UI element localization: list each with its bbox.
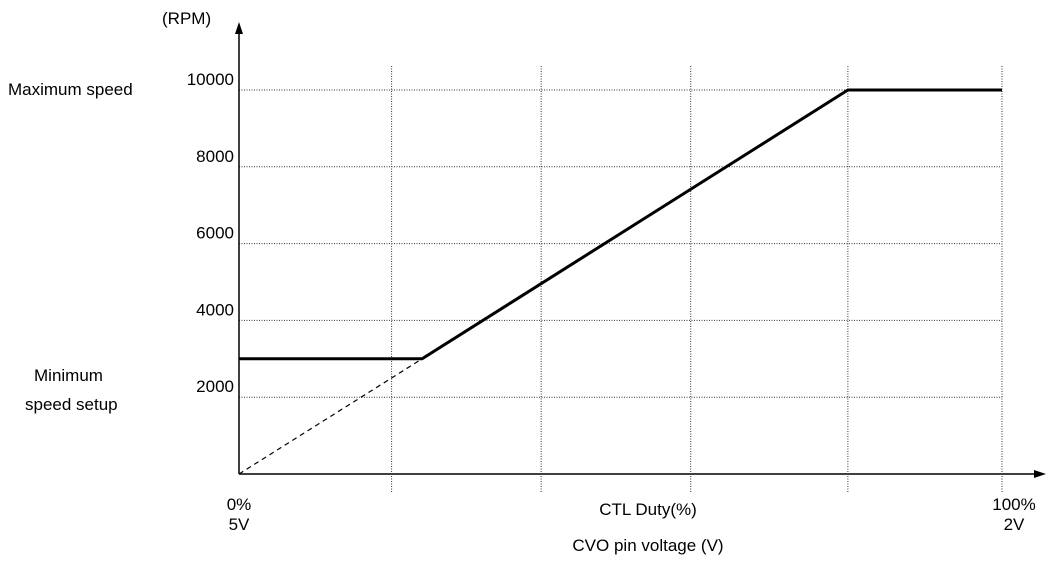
axes-layer: 2000 4000 6000 8000 10000: [187, 22, 1046, 478]
x-axis-arrow: [1034, 470, 1046, 478]
series-line-dashed: [238, 358, 423, 475]
label-layer: (RPM) Maximum speed Minimum speed setup …: [8, 9, 1036, 555]
x-start-voltage-label: 5V: [229, 515, 250, 534]
y-axis-arrow: [235, 22, 243, 34]
annotation-min-speed-line2: speed setup: [25, 395, 118, 414]
x-axis-secondary-label: CVO pin voltage (V): [572, 536, 723, 555]
annotation-min-speed-line1: Minimum: [34, 366, 103, 385]
x-axis-label: CTL Duty(%): [599, 500, 697, 519]
x-end-duty-label: 100%: [992, 495, 1035, 514]
series-layer: [238, 88, 1002, 475]
y-tick-label: 2000: [196, 377, 234, 396]
annotation-max-speed: Maximum speed: [8, 80, 133, 99]
y-tick-label: 8000: [196, 147, 234, 166]
y-tick-label: 4000: [196, 300, 234, 319]
x-end-voltage-label: 2V: [1004, 515, 1025, 534]
series-line-solid: [239, 88, 1002, 361]
y-tick-label: 6000: [196, 224, 234, 243]
x-start-duty-label: 0%: [227, 495, 252, 514]
y-axis-label: (RPM): [162, 9, 211, 28]
grid-layer: [239, 66, 1003, 492]
y-tick-label: 10000: [187, 70, 234, 89]
